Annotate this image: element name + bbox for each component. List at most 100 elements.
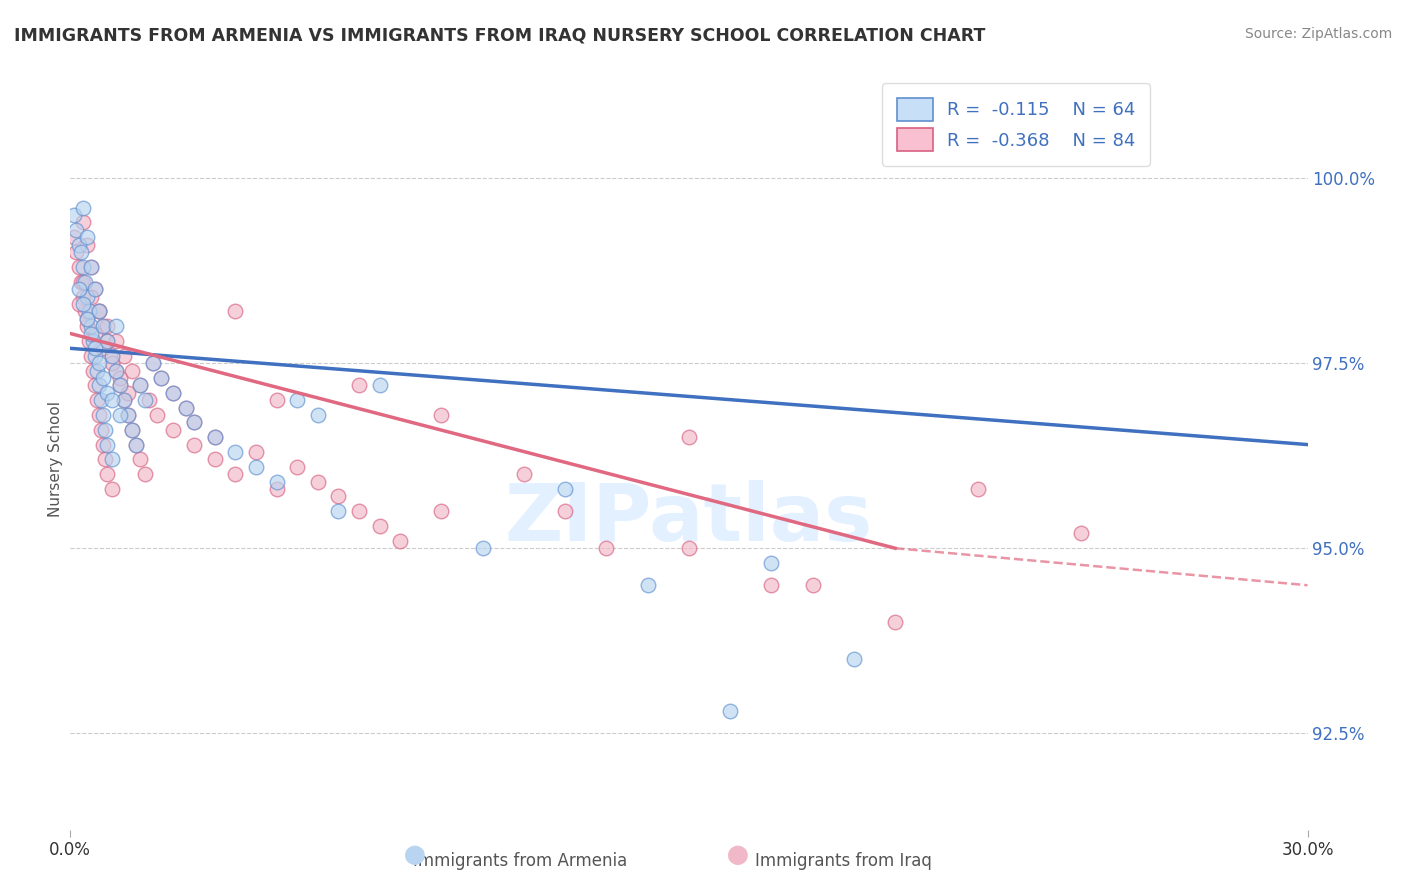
Point	[72, 289, 94, 303]
Legend: R =  -0.115    N = 64, R =  -0.368    N = 84: R = -0.115 N = 64, R = -0.368 N = 84	[882, 84, 1150, 166]
Point	[76, 311, 98, 326]
Point	[72, 275, 94, 289]
Point	[84, 282, 107, 296]
Point	[637, 578, 659, 592]
Point	[117, 408, 139, 422]
Text: ZIPatlas: ZIPatlas	[505, 480, 873, 558]
Point	[174, 401, 197, 415]
Point	[96, 385, 118, 400]
Point	[100, 482, 122, 496]
Point	[266, 393, 288, 408]
Point	[554, 482, 576, 496]
Point	[1070, 526, 1092, 541]
Point	[134, 467, 156, 482]
Point	[104, 334, 127, 348]
Point	[224, 467, 246, 482]
Point	[89, 378, 111, 392]
Point	[89, 356, 111, 370]
Point	[595, 541, 617, 556]
Point	[86, 363, 108, 377]
Point	[430, 504, 453, 518]
Text: IMMIGRANTS FROM ARMENIA VS IMMIGRANTS FROM IRAQ NURSERY SCHOOL CORRELATION CHART: IMMIGRANTS FROM ARMENIA VS IMMIGRANTS FR…	[14, 27, 986, 45]
Point	[162, 423, 184, 437]
Point	[347, 378, 370, 392]
Point	[204, 430, 226, 444]
Point	[285, 459, 308, 474]
Point	[108, 378, 131, 392]
Point	[174, 401, 197, 415]
Point	[121, 423, 143, 437]
Point	[73, 304, 96, 318]
Point	[150, 371, 173, 385]
Point	[100, 393, 122, 408]
Point	[162, 385, 184, 400]
Point	[162, 385, 184, 400]
Y-axis label: Nursery School: Nursery School	[48, 401, 63, 517]
Point	[146, 408, 169, 422]
Point	[96, 467, 118, 482]
Point	[65, 245, 87, 260]
Point	[96, 437, 118, 451]
Point	[266, 482, 288, 496]
Point	[72, 260, 94, 274]
Point	[513, 467, 536, 482]
Point	[76, 230, 98, 244]
Point	[112, 349, 135, 363]
Point	[72, 201, 94, 215]
Point	[67, 237, 90, 252]
Point	[104, 363, 127, 377]
Point	[89, 304, 111, 318]
Point	[91, 319, 114, 334]
Point	[84, 342, 107, 356]
Point	[129, 378, 152, 392]
Point	[245, 445, 267, 459]
Point	[77, 304, 100, 318]
Point	[73, 275, 96, 289]
Point	[91, 342, 114, 356]
Point	[69, 245, 91, 260]
Point	[117, 385, 139, 400]
Point	[150, 371, 173, 385]
Point	[65, 223, 87, 237]
Point	[125, 437, 148, 451]
Text: Source: ZipAtlas.com: Source: ZipAtlas.com	[1244, 27, 1392, 41]
Point	[89, 408, 111, 422]
Point	[183, 416, 205, 430]
Point	[125, 437, 148, 451]
Point	[328, 504, 350, 518]
Point	[142, 356, 165, 370]
Point	[328, 490, 350, 504]
Point	[84, 349, 107, 363]
Point	[761, 578, 783, 592]
Point	[69, 275, 91, 289]
Point	[89, 304, 111, 318]
Point	[91, 408, 114, 422]
Point	[72, 215, 94, 229]
Point	[471, 541, 494, 556]
Point	[63, 208, 86, 222]
Point	[90, 423, 112, 437]
Point	[96, 334, 118, 348]
Point	[761, 556, 783, 570]
Point	[67, 282, 90, 296]
Point	[134, 393, 156, 408]
Point	[94, 423, 117, 437]
Text: Immigrants from Armenia: Immigrants from Armenia	[413, 852, 627, 870]
Point	[204, 452, 226, 467]
Point	[430, 408, 453, 422]
Point	[80, 260, 103, 274]
Point	[129, 452, 152, 467]
Point	[100, 452, 122, 467]
Point	[91, 437, 114, 451]
Point	[84, 282, 107, 296]
Point	[224, 445, 246, 459]
Text: Immigrants from Iraq: Immigrants from Iraq	[755, 852, 932, 870]
Point	[91, 371, 114, 385]
Point	[63, 230, 86, 244]
Point	[121, 363, 143, 377]
Point	[678, 430, 700, 444]
Point	[138, 393, 160, 408]
Point	[104, 363, 127, 377]
Point	[884, 615, 907, 630]
Point	[966, 482, 988, 496]
